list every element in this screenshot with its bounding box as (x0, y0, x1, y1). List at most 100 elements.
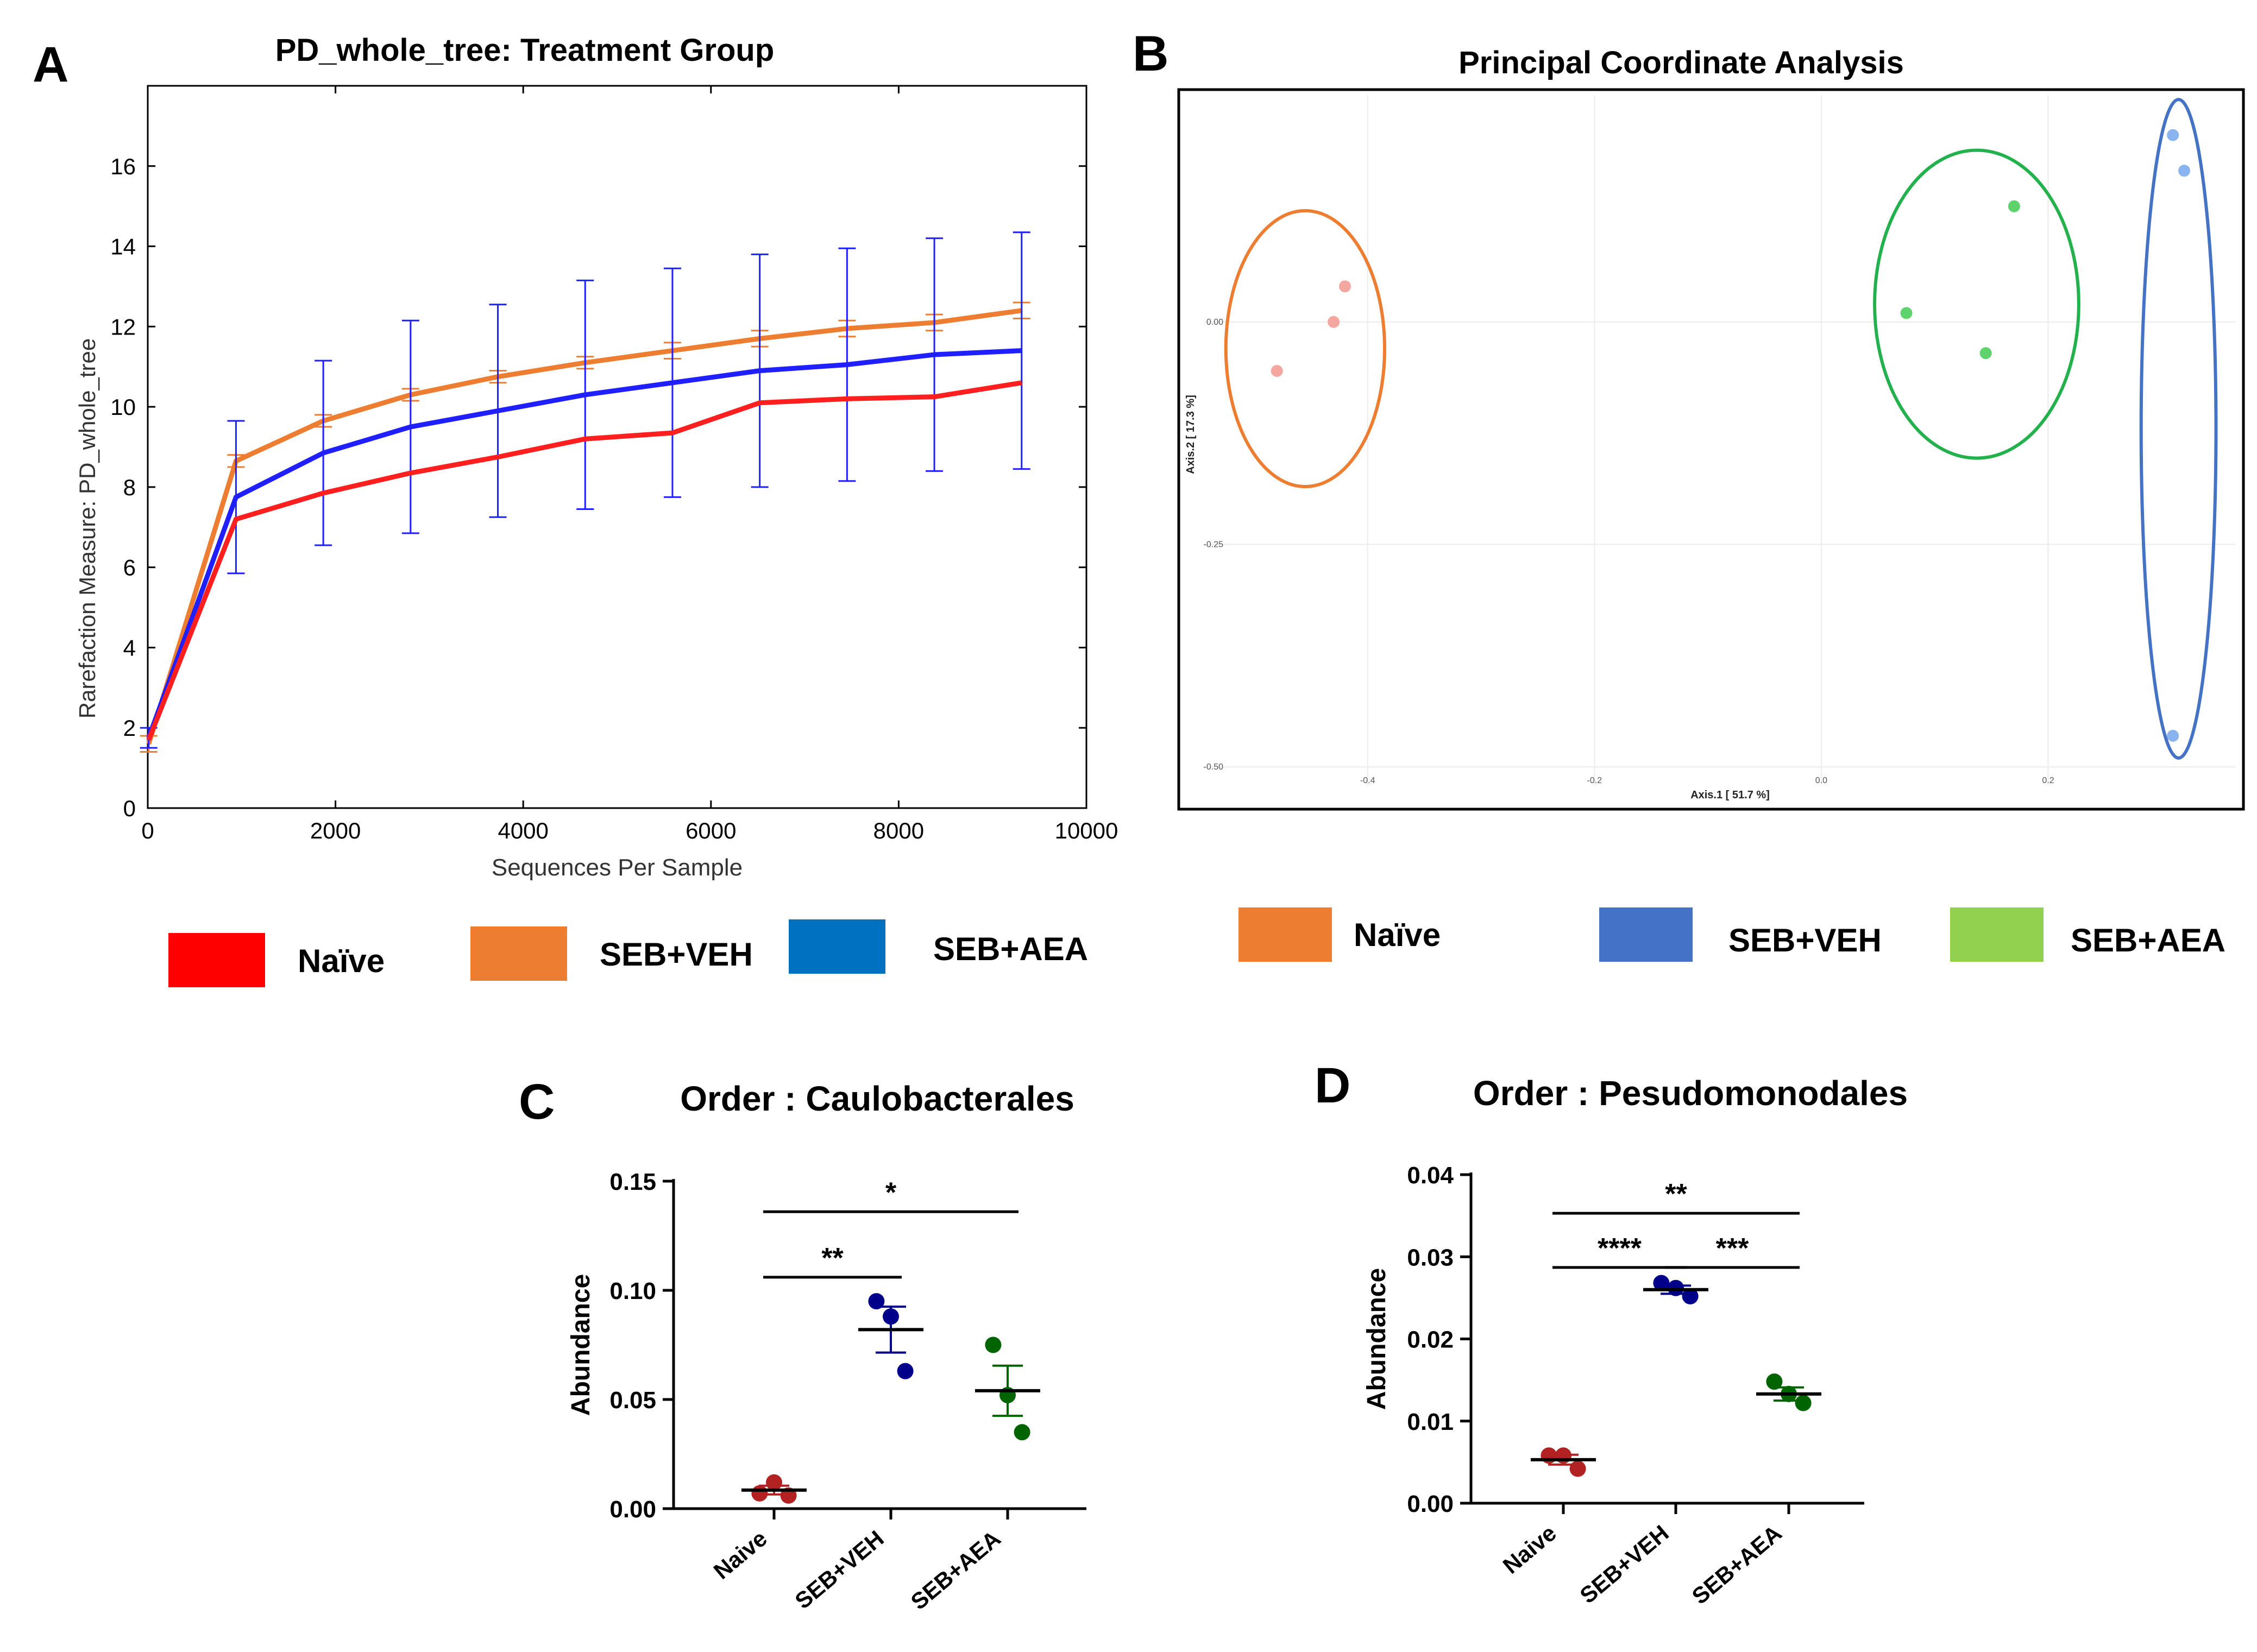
data-point (868, 1293, 885, 1310)
significance-label: ** (821, 1243, 844, 1274)
chart-c-title: Order : Caulobacterales (680, 1079, 1074, 1118)
y-tick-label-a: 6 (123, 555, 136, 581)
group-ellipse-na-ve (1224, 209, 1387, 489)
y-tick-label-a: 10 (110, 394, 136, 420)
significance-label: **** (1598, 1233, 1642, 1264)
legend-a-swatch-seb-aea (789, 919, 885, 974)
chart-c-caulobacterales: Order : Caulobacterales 0.00 0.05 0.10 0.15 A… (567, 1079, 1086, 1615)
data-point (985, 1336, 1002, 1353)
series-line-na-ve (146, 380, 1022, 741)
y-tick-label: 0.00 (1407, 1491, 1454, 1517)
x-tick-label: SEB+VEH (1575, 1520, 1673, 1609)
significance-label: * (885, 1177, 897, 1208)
legend-a: Naïve SEB+VEH SEB+AEA (168, 919, 1088, 987)
x-tick-label: Naive (709, 1525, 772, 1584)
x-tick-label-a: 6000 (686, 818, 736, 843)
data-point (883, 1308, 899, 1325)
x-tick-label: SEB+AEA (906, 1525, 1005, 1615)
legend-a-swatch-seb-veh (470, 926, 567, 981)
y-tick-label-b: -0.50 (1204, 762, 1224, 772)
x-tick-label: SEB+VEH (790, 1525, 888, 1614)
data-point-na-ve (1338, 280, 1351, 293)
legend-b-swatch-seb-veh (1599, 907, 1693, 962)
plot-frame-a (147, 85, 1087, 809)
chart-b-pcoa: Principal Coordinate Analysis -0.4 -0.2 0.0… (1177, 45, 2245, 811)
chart-d-pesudomonodales: Order : Pesudomonodales 0.00 0.01 0.02 0.03 0… (1362, 1074, 1908, 1609)
y-tick-label-a: 12 (110, 314, 136, 339)
chart-b-ylabel: Axis.2 [ 17.3 %] (1185, 395, 1197, 474)
significance-label: ** (1665, 1178, 1687, 1210)
y-tick-label-a: 16 (110, 154, 136, 179)
group-ellipse-seb-veh (2139, 98, 2218, 760)
y-tick-label: 0.03 (1407, 1244, 1454, 1271)
data-point-seb-veh (2167, 129, 2179, 141)
y-axis-label: Abundance (567, 1274, 595, 1416)
data-point-seb-aea (2008, 200, 2020, 212)
x-tick-label-a: 2000 (310, 818, 361, 843)
data-point (1795, 1395, 1812, 1411)
y-tick-label-a: 0 (123, 796, 136, 821)
legend-b-label-naive: Naïve (1354, 917, 1441, 953)
x-tick-label-b: -0.2 (1587, 776, 1602, 785)
legend-b: Naïve SEB+VEH SEB+AEA (1238, 907, 2225, 962)
chart-b-title: Principal Coordinate Analysis (1458, 45, 1904, 80)
panel-letter-a: A (33, 37, 68, 92)
panel-letter-c: C (519, 1074, 555, 1130)
x-tick-label: Naive (1498, 1520, 1561, 1579)
data-point (1766, 1373, 1783, 1390)
x-tick-label-a: 8000 (873, 818, 924, 843)
data-point-seb-aea (1979, 347, 1992, 360)
x-tick-label-a: 0 (141, 818, 154, 843)
legend-b-label-seb-veh: SEB+VEH (1728, 922, 1882, 959)
data-point (1668, 1279, 1684, 1296)
y-tick-label: 0.04 (1407, 1162, 1454, 1189)
y-tick-label: 0.00 (609, 1496, 656, 1523)
x-tick-label-b: 0.0 (1815, 776, 1827, 785)
chart-d-title: Order : Pesudomonodales (1473, 1074, 1908, 1113)
y-tick-label: 0.10 (609, 1278, 656, 1304)
y-tick-label-a: 14 (110, 234, 136, 260)
y-tick-label-a: 8 (123, 475, 136, 500)
data-point (1682, 1288, 1699, 1304)
chart-a-rarefaction: PD_whole_tree: Treatment Group Sequences … (74, 33, 1118, 881)
legend-a-label-seb-aea: SEB+AEA (933, 931, 1088, 967)
chart-b-xlabel: Axis.1 [ 51.7 %] (1690, 789, 1770, 801)
y-tick-label-b: -0.25 (1204, 540, 1224, 550)
legend-a-label-naive: Naïve (298, 943, 385, 979)
data-point (897, 1363, 914, 1379)
chart-a-ylabel: Rarefaction Measure: PD_whole_tree (74, 338, 100, 718)
significance-label: *** (1716, 1233, 1749, 1264)
x-tick-label: SEB+AEA (1687, 1520, 1787, 1609)
x-tick-label-b: 0.2 (2042, 776, 2054, 785)
y-tick-label: 0.05 (609, 1387, 656, 1414)
y-tick-label-a: 2 (123, 715, 136, 741)
y-tick-label-a: 4 (123, 635, 136, 660)
data-point-seb-veh (2178, 165, 2191, 177)
legend-b-label-seb-aea: SEB+AEA (2071, 922, 2225, 959)
legend-a-label-seb-veh: SEB+VEH (600, 936, 753, 973)
data-point (1653, 1275, 1670, 1291)
y-tick-label: 0.02 (1407, 1327, 1454, 1353)
chart-a-title: PD_whole_tree: Treatment Group (275, 33, 775, 68)
data-point (1569, 1460, 1586, 1477)
legend-b-swatch-naive (1238, 907, 1332, 962)
y-axis-label: Abundance (1362, 1268, 1391, 1410)
x-tick-label-a: 10000 (1055, 818, 1118, 843)
chart-a-xlabel: Sequences Per Sample (492, 854, 743, 881)
data-point-seb-aea (1900, 307, 1913, 319)
x-tick-label-a: 4000 (498, 818, 548, 843)
data-point-seb-veh (2167, 729, 2179, 742)
data-point-na-ve (1328, 316, 1340, 328)
y-tick-label-b: 0.00 (1206, 318, 1223, 327)
legend-b-swatch-seb-aea (1950, 907, 2044, 962)
group-ellipse-seb-aea (1873, 148, 2080, 460)
data-point-na-ve (1271, 365, 1283, 377)
plot-frame-b (1177, 88, 2245, 811)
data-point (751, 1485, 768, 1502)
series-line-seb-aea (146, 348, 1022, 739)
data-point (766, 1474, 782, 1491)
y-tick-label: 0.15 (609, 1169, 656, 1195)
panel-letter-b: B (1133, 26, 1168, 81)
x-tick-label-b: -0.4 (1360, 776, 1375, 785)
